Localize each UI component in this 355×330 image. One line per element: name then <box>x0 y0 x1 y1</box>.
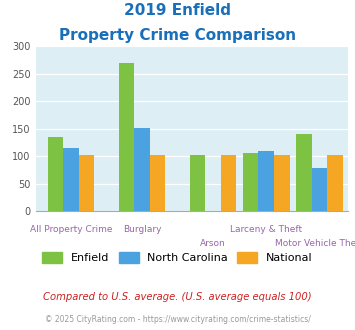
Bar <box>150 155 165 211</box>
Bar <box>296 134 312 211</box>
Text: Compared to U.S. average. (U.S. average equals 100): Compared to U.S. average. (U.S. average … <box>43 292 312 302</box>
Text: 2019 Enfield: 2019 Enfield <box>124 3 231 18</box>
Bar <box>258 151 274 211</box>
Bar <box>119 63 134 211</box>
Text: All Property Crime: All Property Crime <box>30 225 112 234</box>
Legend: Enfield, North Carolina, National: Enfield, North Carolina, National <box>42 252 313 263</box>
Text: Burglary: Burglary <box>123 225 161 234</box>
Bar <box>327 155 343 211</box>
Bar <box>190 155 205 211</box>
Bar <box>79 155 94 211</box>
Bar <box>134 128 150 211</box>
Bar <box>243 153 258 211</box>
Text: © 2025 CityRating.com - https://www.cityrating.com/crime-statistics/: © 2025 CityRating.com - https://www.city… <box>45 315 310 324</box>
Text: Property Crime Comparison: Property Crime Comparison <box>59 28 296 43</box>
Bar <box>48 137 63 211</box>
Bar <box>63 148 79 211</box>
Text: Arson: Arson <box>200 239 226 248</box>
Text: Motor Vehicle Theft: Motor Vehicle Theft <box>275 239 355 248</box>
Text: Larceny & Theft: Larceny & Theft <box>230 225 302 234</box>
Bar <box>312 168 327 211</box>
Bar <box>221 155 236 211</box>
Bar <box>274 155 290 211</box>
